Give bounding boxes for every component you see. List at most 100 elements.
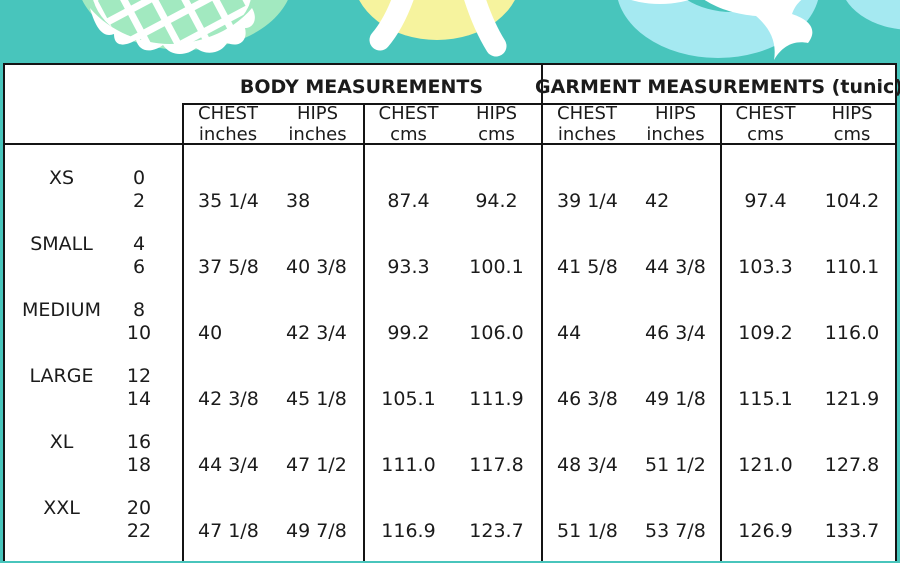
cell-garment-hips-in: 44 3/8 (645, 256, 706, 278)
lattice-ball-icon (82, 0, 288, 54)
size-cell: XL 16 18 (5, 409, 182, 477)
cell-body-chest-cm: 87.4 (363, 145, 452, 212)
size-number: 14 (126, 388, 152, 410)
size-name: XL (49, 431, 74, 453)
size-number: 6 (132, 256, 146, 278)
size-cell: XS 0 2 (5, 145, 182, 212)
cell-garment-hips-in: 46 3/4 (645, 322, 706, 344)
cell-body-hips-cm: 117.8 (469, 454, 524, 476)
cell-body-hips-cm: 94.2 (475, 190, 518, 212)
column-label: HIPS (654, 103, 697, 124)
cell-body-chest-in: 47 1/8 (182, 475, 272, 561)
cell-garment-chest-in: 39 1/4 (541, 145, 631, 212)
size-number: 22 (126, 520, 152, 542)
seagull-icon (617, 0, 900, 60)
size-number: 12 (126, 365, 152, 387)
size-name: LARGE (29, 365, 94, 387)
column-unit: inches (646, 124, 705, 145)
size-numbers: 20 22 (118, 497, 182, 561)
column-unit: inches (557, 124, 617, 145)
cell-body-chest-in: 35 1/4 (182, 145, 272, 212)
cell-garment-chest-cm: 121.0 (720, 409, 809, 476)
size-column-header (5, 65, 182, 145)
cell-garment-chest-in: 48 3/4 (541, 409, 631, 476)
garment-measurements-header: GARMENT MEASUREMENTS (tunic) (535, 65, 900, 103)
cell-body-hips-in: 38 (286, 190, 311, 212)
cell-body-hips-in: 45 1/8 (286, 388, 347, 410)
column-label: HIPS (475, 103, 518, 124)
size-name: MEDIUM (22, 299, 101, 321)
size-number: 0 (132, 167, 146, 189)
size-cell: XXL 20 22 (5, 475, 182, 561)
column-unit: cms (390, 124, 427, 145)
column-header: CHEST inches (182, 103, 272, 145)
starfish-icon (359, 0, 515, 57)
cell-body-hips-in: 47 1/2 (286, 454, 347, 476)
cell-body-chest-cm: 93.3 (363, 211, 452, 278)
cell-garment-chest-in: 44 (541, 277, 631, 344)
size-numbers: 8 10 (118, 299, 182, 345)
size-name: XXL (43, 497, 80, 519)
size-number: 16 (126, 431, 152, 453)
cell-garment-hips-in: 42 (645, 190, 670, 212)
size-name: SMALL (30, 233, 93, 255)
column-header: HIPS cms (809, 103, 895, 145)
body-measurements-header: BODY MEASUREMENTS (239, 76, 484, 98)
cell-garment-chest-cm: 126.9 (720, 475, 809, 561)
cell-garment-hips-cm: 110.1 (824, 256, 880, 278)
beach-theme-banner (0, 0, 900, 63)
cell-garment-hips-cm: 127.8 (824, 454, 880, 476)
cell-garment-chest-cm: 115.1 (720, 343, 809, 410)
column-header: HIPS cms (452, 103, 541, 145)
column-unit: cms (833, 124, 871, 145)
cell-garment-hips-cm: 116.0 (824, 322, 880, 344)
cell-body-chest-cm: 116.9 (363, 475, 452, 561)
size-numbers: 16 18 (118, 431, 182, 477)
cell-garment-chest-cm: 103.3 (720, 211, 809, 278)
size-number: 20 (126, 497, 152, 519)
column-label: CHEST (735, 103, 796, 124)
cell-garment-hips-in: 51 1/2 (645, 454, 706, 476)
cell-body-chest-cm: 111.0 (363, 409, 452, 476)
column-header: CHEST inches (541, 103, 631, 145)
size-cell: SMALL 4 6 (5, 211, 182, 279)
column-unit: inches (288, 124, 347, 145)
column-unit: cms (747, 124, 784, 145)
cell-body-hips-cm: 111.9 (469, 388, 524, 410)
size-number: 2 (132, 190, 146, 212)
column-unit: cms (478, 124, 515, 145)
cell-body-hips-in: 42 3/4 (286, 322, 347, 344)
column-header: HIPS inches (272, 103, 363, 145)
size-cell: MEDIUM 8 10 (5, 277, 182, 345)
cell-body-hips-cm: 123.7 (469, 520, 524, 542)
cell-body-chest-in: 40 (182, 277, 272, 344)
cell-garment-hips-in: 53 7/8 (645, 520, 706, 542)
banner-graphics (82, 0, 900, 60)
size-number: 18 (126, 454, 152, 476)
cell-garment-chest-in: 46 3/8 (541, 343, 631, 410)
size-number: 10 (126, 322, 152, 344)
size-cell: LARGE 12 14 (5, 343, 182, 411)
column-label: HIPS (831, 103, 873, 124)
cell-garment-chest-in: 41 5/8 (541, 211, 631, 278)
size-number: 8 (132, 299, 146, 321)
cell-garment-hips-cm: 104.2 (824, 190, 880, 212)
cell-garment-chest-cm: 97.4 (720, 145, 809, 212)
column-label: CHEST (557, 103, 617, 124)
cell-garment-hips-in: 49 1/8 (645, 388, 706, 410)
column-label: CHEST (198, 103, 258, 124)
cell-body-chest-in: 44 3/4 (182, 409, 272, 476)
size-number: 4 (132, 233, 146, 255)
size-chart-table: BODY MEASUREMENTS GARMENT MEASUREMENTS (… (3, 63, 900, 561)
cell-garment-chest-in: 51 1/8 (541, 475, 631, 561)
cell-body-chest-cm: 105.1 (363, 343, 452, 410)
cell-body-hips-in: 40 3/8 (286, 256, 347, 278)
cell-body-hips-cm: 106.0 (469, 322, 524, 344)
size-numbers: 12 14 (118, 365, 182, 411)
cell-garment-chest-cm: 109.2 (720, 277, 809, 344)
cell-garment-hips-cm: 133.7 (824, 520, 880, 542)
column-label: HIPS (296, 103, 339, 124)
cell-body-hips-cm: 100.1 (469, 256, 524, 278)
cell-body-chest-in: 42 3/8 (182, 343, 272, 410)
size-numbers: 4 6 (118, 233, 182, 279)
